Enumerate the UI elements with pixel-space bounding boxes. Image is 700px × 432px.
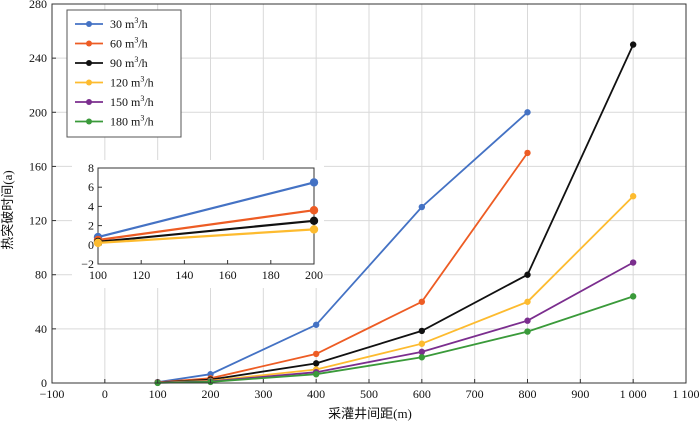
plot-frame (51, 3, 687, 384)
y-axis-title: 热突破时间(a) (0, 170, 15, 249)
legend-swatch-marker (86, 60, 92, 66)
data-point (418, 203, 426, 211)
legend-swatch-marker (86, 40, 92, 47)
inset-x-tick-label: 200 (305, 268, 323, 282)
y-tick-label: 40 (35, 322, 47, 336)
inset-series-line (97, 181, 315, 239)
legend-label: 150 m3/h (110, 94, 154, 109)
y-tick-label: 160 (29, 159, 47, 173)
data-point (524, 317, 531, 324)
inset-y-tick-label: 6 (88, 180, 94, 194)
data-point (418, 354, 426, 361)
y-tick-label: 280 (29, 0, 47, 11)
x-tick-label: 0 (102, 387, 108, 401)
legend-box (66, 9, 182, 138)
series-line (157, 44, 635, 384)
legend-label: 30 m3/h (110, 16, 148, 31)
inset-y-tick-label: 4 (88, 199, 94, 213)
x-tick-label: 400 (307, 387, 325, 401)
data-point (418, 298, 426, 305)
inset-data-point (93, 238, 103, 248)
data-point (524, 328, 531, 335)
data-point (524, 149, 531, 157)
legend-swatch-marker (86, 99, 92, 105)
legend-label: 90 m3/h (110, 55, 148, 70)
inset-data-point (309, 178, 319, 187)
inset-y-tick-label: 8 (88, 161, 94, 175)
legend-label: 60 m3/h (110, 36, 148, 51)
data-point (418, 327, 426, 335)
data-point (629, 259, 637, 266)
data-point (629, 193, 637, 200)
inset-frame (97, 167, 315, 265)
y-tick-label: 200 (29, 105, 47, 119)
inset-series-line (97, 228, 315, 244)
data-point (418, 348, 426, 356)
inset-data-point (309, 216, 319, 225)
data-point (312, 371, 320, 378)
inset-x-tick-label: 140 (175, 268, 193, 282)
y-tick-label: 120 (29, 214, 47, 228)
x-axis-title: 采灌井间距(m) (328, 406, 412, 421)
data-point (524, 271, 531, 278)
y-tick-label: 80 (35, 268, 47, 282)
x-tick-label: 600 (413, 387, 431, 401)
legend-swatch-marker (86, 21, 92, 27)
x-tick-label: 700 (466, 387, 484, 401)
inset-x-tick-label: 160 (219, 268, 237, 282)
inset-chart: 100 120 140 160 180 200 −2 0 2 4 6 8 (72, 160, 324, 288)
x-tick-label: 500 (360, 387, 378, 401)
data-point (629, 293, 637, 300)
data-point (312, 321, 320, 328)
legend-swatch-marker (86, 118, 92, 125)
inset-data-point (309, 225, 319, 234)
y-tick-label: 0 (41, 376, 47, 390)
inset-x-tick-label: 100 (89, 268, 107, 282)
data-point (312, 360, 320, 367)
main-axes: −100 0 100 200 300 400 500 600 700 800 900 1 000 1 1… (29, 0, 700, 401)
data-point (418, 340, 426, 347)
x-tick-label: 1 100 (673, 387, 700, 401)
x-tick-label: 800 (519, 387, 537, 401)
inset-x-tick-label: 180 (262, 268, 280, 282)
data-point (524, 298, 531, 305)
x-tick-label: 1 000 (620, 387, 647, 401)
x-tick-label: 100 (149, 387, 167, 401)
legend-label: 180 m3/h (110, 114, 154, 129)
inset-series-line (97, 219, 315, 243)
inset-y-tick-label: −2 (81, 257, 94, 271)
x-tick-label: 200 (202, 387, 220, 401)
inset-y-tick-label: 2 (88, 219, 94, 233)
y-tick-label: 240 (29, 51, 47, 65)
inset-x-tick-label: 120 (132, 268, 150, 282)
main-series (154, 41, 637, 387)
series-line (157, 295, 634, 384)
inset-y-tick-label: 0 (88, 238, 94, 252)
inset-series-line (97, 209, 315, 242)
data-point (312, 350, 320, 358)
data-point (629, 41, 637, 48)
legend-label: 120 m3/h (110, 75, 154, 90)
x-tick-label: −100 (40, 387, 65, 401)
x-tick-label: 900 (571, 387, 589, 401)
inset-data-point (309, 206, 319, 215)
x-tick-label: 300 (254, 387, 272, 401)
data-point (524, 109, 531, 116)
legend: 30 m3/h 60 m3/h 90 m3/h 120 m3/h 150 m3/h 180… (66, 9, 182, 138)
legend-swatch-marker (86, 79, 92, 86)
